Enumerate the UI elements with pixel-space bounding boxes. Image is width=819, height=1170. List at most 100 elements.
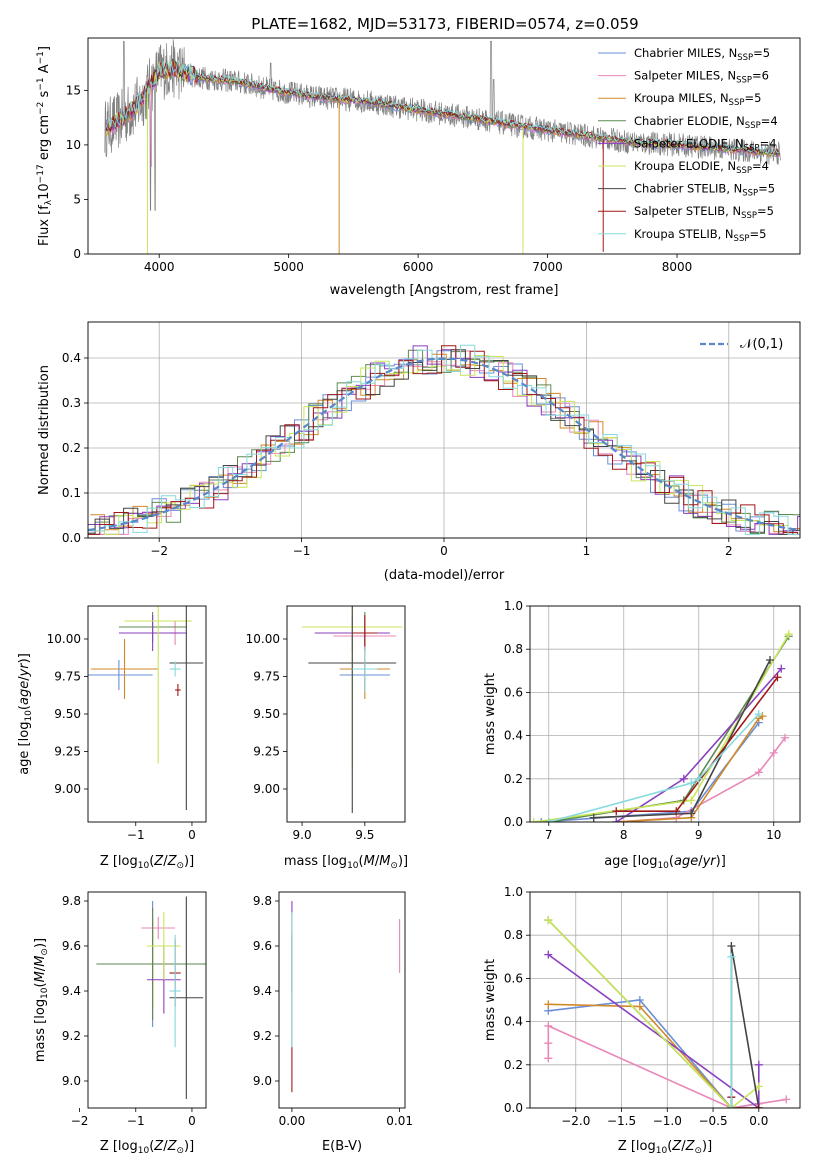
y-tick-label: 0.4 [504,729,523,743]
y-tick-label: 0.4 [504,1015,523,1029]
weight-marker [679,774,688,783]
mass-vs-metallicity-panel: −2 −1 0 9.0 9.2 9.4 9.6 9.8 Z [log10(Z/Z⊙)] mass … [33,891,207,1156]
weight-series-9 [548,713,760,822]
weight-marker [754,1082,763,1091]
y-tick-label: 9.50 [253,707,280,721]
residual-histogram-8 [88,345,800,535]
weight-marker [754,710,763,718]
x-tick-label: −0.5 [698,1114,727,1128]
y-tick-label: 1.0 [504,599,523,613]
weight-marker [612,807,621,816]
weight-marker [754,1104,763,1108]
y-tick-label: 9.6 [62,939,81,953]
weight-series-7 [593,659,771,819]
mass-vs-extinction-panel: 0.00 0.01 9.0 9.2 9.4 9.6 9.8 E(B-V) [253,891,413,1154]
y-tick-label: 9.00 [253,782,280,796]
weight-marker [537,818,546,822]
legend-entry: Salpeter ELODIE, NSSP=4 [634,136,777,153]
x-tick-label: −1.0 [653,1114,682,1128]
x-axis-label: mass [log10(M/M⊙)] [284,854,408,871]
figure-title: PLATE=1682, MJD=53173, FIBERID=0574, z=0… [251,15,638,33]
weight-marker [754,1060,763,1069]
x-tick-label: 9.5 [355,828,374,842]
y-tick-label: 9.00 [54,782,81,796]
weight-marker [773,673,782,682]
mass-weight-vs-age-panel: 7 8 9 10 0.0 0.2 0.4 0.6 0.8 1.0 age [log10(age/yr… [483,599,801,871]
y-tick-label: 10 [66,138,81,152]
x-tick-label: 10 [766,828,781,842]
x-tick-label: 1 [583,544,591,558]
weight-marker [782,1095,791,1104]
x-axis-label: Z [log10(Z/Z⊙)] [100,854,194,871]
y-tick-label: 10.00 [246,632,280,646]
legend-entry: Salpeter MILES, NSSP=6 [634,69,769,86]
y-axis-label: mass [log10(M/M⊙)] [33,938,50,1062]
weight-marker [544,1054,553,1063]
plot-area [291,901,401,1093]
weight-series-1 [541,722,760,822]
x-tick-label: 0 [440,544,448,558]
mass-weight-vs-metallicity-panel: −2.0 −1.5 −1.0 −0.5 0.0 0.0 0.2 0.4 0.6 0.8 1.0 Z [… [483,885,801,1156]
weight-marker [635,1002,644,1011]
residual-histogram-7 [88,349,800,535]
y-tick-label: 0.6 [504,685,523,699]
axes-frame [529,605,801,823]
y-tick-label: 9.75 [54,670,81,684]
x-tick-label: 8 [620,828,628,842]
age-vs-metallicity-panel: −1 0 9.00 9.25 9.50 9.75 10.00 Z [log10(Z/Z⊙)] a… [17,605,207,871]
y-tick-label: 0.2 [504,1058,523,1072]
x-axis-label: (data-model)/error [384,568,505,583]
weight-marker [694,774,703,783]
y-axis-label: mass weight [483,959,498,1041]
axes-frame [278,891,406,1109]
x-tick-label: 6000 [403,260,434,274]
x-axis-label: wavelength [Angstrom, rest frame] [330,283,559,298]
y-tick-label: 9.4 [62,984,81,998]
y-tick-label: 0.1 [62,486,81,500]
y-tick-label: 0.2 [504,772,523,786]
y-tick-label: 9.0 [62,1074,81,1088]
y-tick-label: 0.2 [62,441,81,455]
axes-frame [87,891,207,1109]
axes-frame [87,37,801,255]
y-tick-label: 1.0 [504,885,523,899]
legend-entry: Kroupa ELODIE, NSSP=4 [634,159,769,176]
x-tick-label: 0.0 [749,1114,768,1128]
weight-marker [544,818,553,822]
weight-marker [687,809,696,818]
x-tick-label: −1 [127,1114,145,1128]
axes-frame [87,321,801,539]
y-tick-label: 0.8 [504,928,523,942]
axes-frame [529,891,801,1109]
gaussian-curve [88,357,800,532]
y-tick-label: 9.25 [54,745,81,759]
y-tick-label: 0.0 [504,815,523,829]
legend-entry: Chabrier MILES, NSSP=5 [634,46,770,63]
y-tick-label: 9.0 [253,1074,272,1088]
y-tick-label: 0 [73,247,81,261]
weight-marker [754,768,763,777]
weight-marker [687,796,696,805]
y-tick-label: 10.00 [47,632,81,646]
y-tick-label: 9.8 [62,894,81,908]
x-tick-label: 0 [188,1114,196,1128]
weight-marker [544,1000,553,1009]
plot-area [88,344,800,535]
y-axis-label: Normed distribution [37,365,52,495]
x-tick-label: 5000 [273,260,304,274]
plot-area [530,630,793,822]
y-axis-label: age [log10(age/yr)] [17,653,34,775]
x-tick-label: 0.01 [386,1114,413,1128]
y-tick-label: 0.0 [62,531,81,545]
y-tick-label: 9.4 [253,984,272,998]
x-axis-label: age [log10(age/yr)] [604,854,726,871]
x-tick-label: 0 [188,828,196,842]
weight-marker [589,813,598,822]
weight-marker [727,1104,736,1108]
legend-entry: Chabrier ELODIE, NSSP=4 [634,114,778,131]
weight-series-6 [547,919,760,1108]
x-tick-label: −1 [127,828,145,842]
x-tick-label: 2 [725,544,733,558]
legend-entry: Kroupa MILES, NSSP=5 [634,91,761,108]
x-tick-label: 0.00 [279,1114,306,1128]
